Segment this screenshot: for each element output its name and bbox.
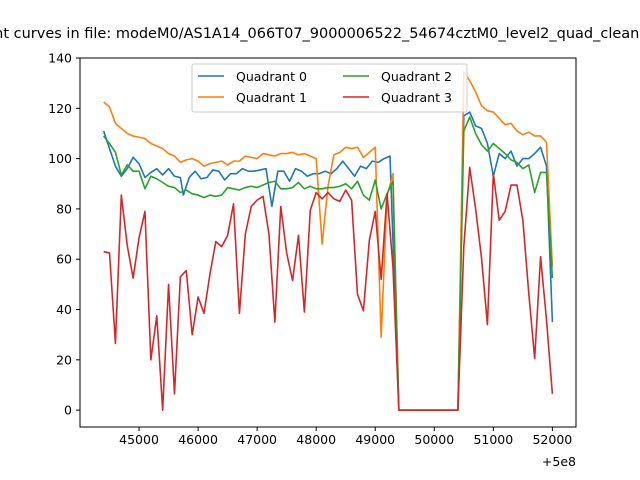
legend-label-quadrant-2: Quadrant 2	[381, 69, 452, 84]
x-tick-label: 52000	[532, 432, 572, 447]
x-offset-label: +5e8	[542, 454, 576, 469]
x-tick-label: 50000	[414, 432, 454, 447]
legend-label-quadrant-1: Quadrant 1	[236, 90, 307, 105]
y-tick-label: 100	[48, 151, 72, 166]
y-tick-label: 120	[48, 101, 72, 116]
legend: Quadrant 0 Quadrant 1 Quadrant 2 Quadrant 3	[191, 63, 468, 113]
plot-frame	[79, 57, 577, 428]
y-axis: 0 20 40 60 80 100 120 140	[48, 51, 80, 418]
legend-label-quadrant-0: Quadrant 0	[236, 69, 307, 84]
y-tick-label: 60	[56, 252, 72, 267]
x-tick-label: 45000	[119, 432, 159, 447]
series-line-quadrant-0	[102, 111, 554, 411]
chart-title: Light curves in file: modeM0/AS1A14_066T…	[0, 26, 640, 42]
y-tick-label: 0	[64, 403, 72, 418]
series-line-quadrant-2	[102, 116, 554, 411]
series-layer	[102, 71, 554, 411]
y-tick-label: 40	[56, 302, 72, 317]
x-tick-label: 47000	[237, 432, 277, 447]
x-tick-label: 51000	[473, 432, 513, 447]
series-line-quadrant-1	[103, 71, 554, 411]
x-axis: 45000 46000 47000 48000 49000 50000 51000 52000	[119, 427, 572, 447]
x-tick-label: 46000	[178, 432, 218, 447]
series-line-quadrant-3	[103, 166, 554, 411]
legend-label-quadrant-3: Quadrant 3	[381, 90, 452, 105]
x-tick-label: 49000	[355, 432, 395, 447]
y-tick-label: 140	[48, 51, 72, 66]
y-tick-label: 80	[56, 201, 72, 216]
legend-box	[191, 63, 468, 113]
x-tick-label: 48000	[296, 432, 336, 447]
y-tick-label: 20	[56, 352, 72, 367]
